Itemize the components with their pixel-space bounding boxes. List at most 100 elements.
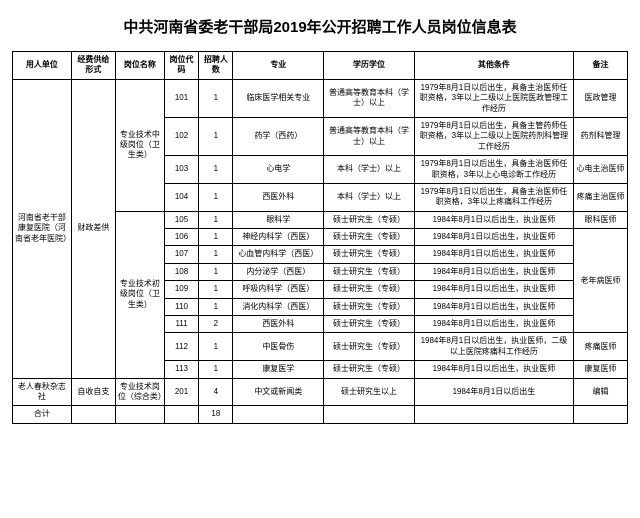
total-blank — [164, 406, 198, 423]
cell-num: 1 — [199, 361, 233, 378]
cell-note: 康复医师 — [574, 361, 628, 378]
cell-other: 1984年8月1日以后出生，执业医师 — [414, 246, 573, 263]
cell-num: 1 — [199, 263, 233, 280]
cell-code: 102 — [164, 117, 198, 155]
cell-edu: 硕士研究生（专硕） — [324, 229, 415, 246]
total-blank — [71, 406, 115, 423]
cell-num: 1 — [199, 298, 233, 315]
cell-num: 1 — [199, 183, 233, 211]
cell-code: 112 — [164, 333, 198, 361]
cell-note: 医政管理 — [574, 79, 628, 117]
h-code: 岗位代码 — [164, 52, 198, 80]
cell-major: 神经内科学（西医） — [233, 229, 324, 246]
cell-major: 眼科学 — [233, 211, 324, 228]
cell-note: 疼痛医师 — [574, 333, 628, 361]
cell-num: 1 — [199, 156, 233, 184]
cell-edu: 硕士研究生（专硕） — [324, 361, 415, 378]
cell-unit-b: 老人春秋杂志社 — [13, 378, 72, 406]
cell-edu: 硕士研究生以上 — [324, 378, 415, 406]
cell-other: 1984年8月1日以后出生，执业医师 — [414, 361, 573, 378]
cell-code: 111 — [164, 316, 198, 333]
cell-code: 113 — [164, 361, 198, 378]
cell-major: 心血管内科学（西医） — [233, 246, 324, 263]
total-blank — [233, 406, 324, 423]
table-row: 老人春秋杂志社 自收自支 专业技术岗位（综合类） 201 4 中文或新闻类 硕士… — [13, 378, 628, 406]
cell-num: 1 — [199, 229, 233, 246]
cell-num: 1 — [199, 211, 233, 228]
cell-major: 药学（西药） — [233, 117, 324, 155]
cell-edu: 硕士研究生（专硕） — [324, 316, 415, 333]
cell-code: 101 — [164, 79, 198, 117]
cell-other: 1984年8月1日以后出生，执业医师 — [414, 281, 573, 298]
total-blank — [574, 406, 628, 423]
total-blank — [115, 406, 164, 423]
cell-num: 1 — [199, 79, 233, 117]
h-edu: 学历学位 — [324, 52, 415, 80]
cell-num: 2 — [199, 316, 233, 333]
h-note: 备注 — [574, 52, 628, 80]
cell-other: 1984年8月1日以后出生，执业医师 — [414, 298, 573, 315]
cell-edu: 硕士研究生（专硕） — [324, 211, 415, 228]
h-fund: 经费供给形式 — [71, 52, 115, 80]
cell-major: 中医骨伤 — [233, 333, 324, 361]
total-row: 合计 18 — [13, 406, 628, 423]
cell-note: 编辑 — [574, 378, 628, 406]
header-row: 用人单位 经费供给形式 岗位名称 岗位代码 招聘人数 专业 学历学位 其他条件 … — [13, 52, 628, 80]
cell-other: 1984年8月1日以后出生，执业医师 — [414, 229, 573, 246]
total-num: 18 — [199, 406, 233, 423]
cell-num: 4 — [199, 378, 233, 406]
cell-major: 西医外科 — [233, 183, 324, 211]
cell-major: 心电学 — [233, 156, 324, 184]
h-num: 招聘人数 — [199, 52, 233, 80]
cell-note: 眼科医师 — [574, 211, 628, 228]
cell-note-old: 老年病医师 — [574, 229, 628, 333]
cell-edu: 普通高等教育本科（学士）以上 — [324, 117, 415, 155]
cell-major: 呼吸内科学（西医） — [233, 281, 324, 298]
cell-code: 105 — [164, 211, 198, 228]
cell-other: 1984年8月1日以后出生，执业医师 — [414, 263, 573, 280]
cell-code: 103 — [164, 156, 198, 184]
cell-edu: 硕士研究生（专硕） — [324, 246, 415, 263]
cell-code: 109 — [164, 281, 198, 298]
cell-code: 108 — [164, 263, 198, 280]
cell-num: 1 — [199, 281, 233, 298]
cell-note: 疼痛主治医师 — [574, 183, 628, 211]
cell-edu: 硕士研究生（专硕） — [324, 263, 415, 280]
cell-major: 西医外科 — [233, 316, 324, 333]
cell-major: 消化内科学（西医） — [233, 298, 324, 315]
cell-fund-b: 自收自支 — [71, 378, 115, 406]
cell-major: 康复医学 — [233, 361, 324, 378]
cell-other: 1984年8月1日以后出生，执业医师，二级以上医院疼痛科工作经历 — [414, 333, 573, 361]
cell-edu: 硕士研究生（专硕） — [324, 333, 415, 361]
cell-other: 1979年8月1日以后出生，具备主治医师任职资格，3年以上二级以上医院医政管理工… — [414, 79, 573, 117]
cell-other: 1984年8月1日以后出生，执业医师 — [414, 211, 573, 228]
total-blank — [414, 406, 573, 423]
cell-post-b: 专业技术岗位（综合类） — [115, 378, 164, 406]
cell-code: 106 — [164, 229, 198, 246]
h-unit: 用人单位 — [13, 52, 72, 80]
cell-other: 1979年8月1日以后出生，具备主治医师任职资格，3年以上心电诊断工作经历 — [414, 156, 573, 184]
cell-edu: 本科（学士）以上 — [324, 156, 415, 184]
cell-major: 临床医学相关专业 — [233, 79, 324, 117]
h-major: 专业 — [233, 52, 324, 80]
cell-other: 1984年8月1日以后出生，执业医师 — [414, 316, 573, 333]
cell-major: 中文或新闻类 — [233, 378, 324, 406]
cell-other: 1979年8月1日以后出生，具备主管药师任职资格，3年以上二级以上医院药剂科管理… — [414, 117, 573, 155]
cell-num: 1 — [199, 333, 233, 361]
table-row: 河南省老干部康复医院（河南省老年医院） 财政差供 专业技术中级岗位（卫生类） 1… — [13, 79, 628, 117]
page-title: 中共河南省委老干部局2019年公开招聘工作人员岗位信息表 — [12, 16, 628, 37]
cell-post-mid: 专业技术中级岗位（卫生类） — [115, 79, 164, 211]
cell-num: 1 — [199, 117, 233, 155]
cell-code: 201 — [164, 378, 198, 406]
cell-major: 内分泌学（西医） — [233, 263, 324, 280]
total-blank — [324, 406, 415, 423]
cell-note: 药剂科管理 — [574, 117, 628, 155]
cell-fund: 财政差供 — [71, 79, 115, 378]
cell-code: 104 — [164, 183, 198, 211]
cell-unit: 河南省老干部康复医院（河南省老年医院） — [13, 79, 72, 378]
total-label: 合计 — [13, 406, 72, 423]
cell-num: 1 — [199, 246, 233, 263]
cell-edu: 硕士研究生（专硕） — [324, 281, 415, 298]
cell-other: 1979年8月1日以后出生，具备主治医师任职资格，3年以上疼痛科工作经历 — [414, 183, 573, 211]
cell-edu: 硕士研究生（专硕） — [324, 298, 415, 315]
